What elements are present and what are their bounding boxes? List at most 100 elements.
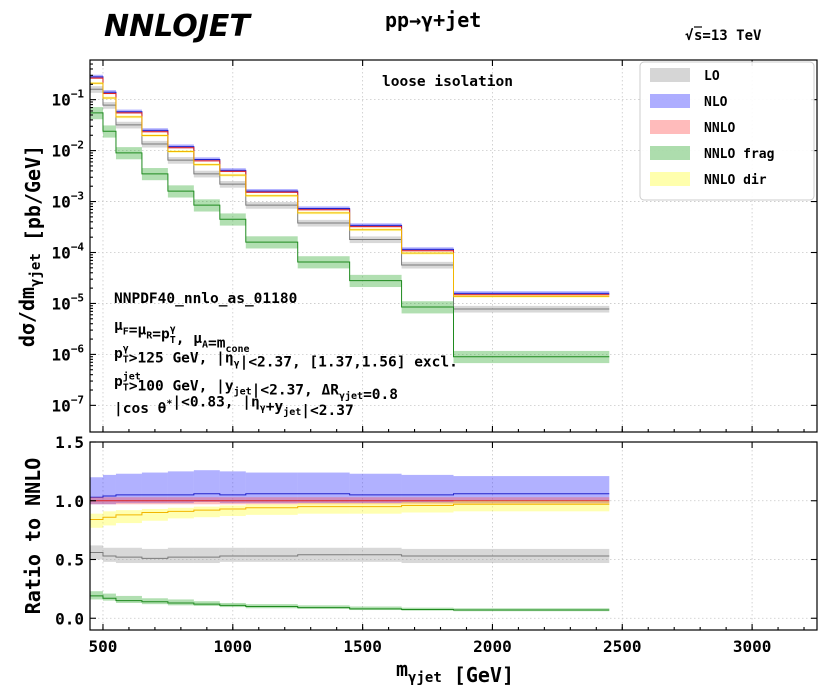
ratio-series-nnlo-frag: [90, 591, 610, 612]
ratio-y-axis-label: Ratio to NNLO: [21, 458, 45, 615]
legend-box: [639, 61, 815, 201]
ratio-ytick-label: 0.5: [55, 551, 84, 570]
lo-ratio-band-bin: [219, 547, 246, 562]
legend-label-nnlo-frag: NNLO frag: [704, 147, 774, 162]
ratio-xtick-label: 3000: [733, 637, 772, 656]
nnlo-dir-ratio-band-bin: [115, 510, 142, 524]
ratio-panel-frame: [89, 441, 818, 631]
main-panel-frame: [89, 59, 818, 433]
pdf-label: NNPDF40_nnlo_as_01180: [114, 291, 297, 307]
main-panel-gridlines: [90, 60, 817, 432]
scale-choice: μF=μR=pγ T, μA=mcone: [114, 318, 250, 355]
ratio-panel-series: [90, 470, 610, 612]
nnlo-dir-ratio-band-bin: [401, 501, 454, 513]
legend-swatch-nlo: [650, 94, 690, 108]
lo-ratio-line: [90, 551, 610, 559]
legend-label-lo: LO: [704, 69, 720, 84]
nlo-ratio-band-bin: [453, 476, 610, 504]
main-ytick-label: 10−1: [51, 88, 84, 110]
legend-swatch-nnlo-dir: [650, 172, 690, 186]
ratio-series-lo: [90, 545, 610, 564]
lo-ratio-band-bin: [193, 547, 220, 564]
nlo-ratio-band-bin: [245, 472, 298, 504]
nnlo-frag-ratio-line: [90, 595, 610, 611]
nnlo-dir-ratio-band-bin: [90, 513, 103, 528]
nnlo-dir-ratio-band-bin: [453, 500, 610, 512]
ratio-xtick-label: 500: [89, 637, 118, 656]
nnlo-dir-ratio-band-bin: [349, 503, 402, 514]
nnlo-dir-ratio-band-bin: [141, 508, 168, 521]
legend-swatch-nnlo: [650, 120, 690, 134]
main-ytick-label: 10−5: [51, 291, 84, 313]
series-nnlo-dir: [90, 81, 610, 298]
nlo-ratio-band-bin: [219, 471, 246, 504]
main-ytick-label: 10−2: [51, 139, 84, 161]
legend-swatch-nnlo-frag: [650, 146, 690, 160]
nnlo-dir-ratio-band-bin: [219, 505, 246, 517]
nlo-ratio-band-bin: [115, 473, 142, 504]
nlo-ratio-band-bin: [102, 474, 116, 505]
cuts-info-block: NNPDF40_nnlo_as_01180 μF=μR=pγ T, μA=mcon…: [114, 291, 458, 419]
nnlo-frag-ratio-band-bin: [349, 606, 402, 611]
legend-swatch-lo: [650, 68, 690, 82]
sqrt-s-value: s=13 TeV: [694, 28, 762, 44]
photon-cuts: pγ T>125 GeV, |ηγ|<2.37, [1.37,1.56] excl…: [114, 343, 458, 370]
ratio-series-nlo: [90, 470, 610, 505]
legend-label-nnlo-dir: NNLO dir: [704, 173, 767, 188]
nlo-ratio-band-bin: [193, 470, 220, 502]
main-ytick-label: 10−4: [51, 241, 84, 263]
lo-ratio-band-bin: [141, 548, 168, 564]
main-ytick-label: 10−3: [51, 190, 84, 212]
nlo-ratio-band-bin: [401, 474, 454, 504]
nnlo-frag-ratio-band-bin: [297, 605, 350, 609]
nlo-ratio-band-bin: [141, 472, 168, 504]
ratio-ytick-label: 1.5: [55, 433, 84, 452]
nlo-ratio-band-bin: [349, 473, 402, 504]
sqrt-symbol: √: [685, 28, 694, 44]
nlo-ratio-line: [90, 493, 610, 498]
nnlo-dir-ratio-band-bin: [167, 507, 194, 519]
main-y-axis-label: dσ/dmγjet [pb/GeV]: [15, 145, 45, 347]
ratio-panel-ticks: 500 1000 1500 2000 2500 3000 0.0 0.5 1.0 1.5: [55, 433, 817, 656]
nnlo-frag-line: [90, 112, 610, 358]
nnlo-frag-ratio-band-bin: [115, 595, 142, 603]
nnlo-dir-ratio-band-bin: [297, 503, 350, 514]
main-ytick-label: 10−6: [51, 342, 84, 364]
lo-ratio-band-bin: [245, 547, 298, 562]
nnlo-dir-line: [90, 82, 610, 297]
ratio-xtick-label: 1500: [343, 637, 382, 656]
nnlo-dir-ratio-line: [90, 503, 610, 521]
ratio-series-nnlo: [90, 497, 610, 505]
legend-label-nlo: NLO: [704, 95, 728, 110]
angle-cuts: |cos θ*|<0.83, |ηγ+yjet|<2.37: [114, 394, 354, 419]
nlo-ratio-band-bin: [297, 472, 350, 504]
legend-label-nnlo: NNLO: [704, 121, 735, 136]
series-nnlo-frag: [90, 107, 610, 364]
ratio-series-nnlo-dir: [90, 500, 610, 528]
main-panel-ticks: 10−7 10−6 10−5 10−4 10−3 10−2 10−1: [51, 60, 817, 432]
ratio-xtick-label: 2500: [603, 637, 642, 656]
nnlo-dir-ratio-band-bin: [193, 506, 220, 518]
ratio-ytick-label: 1.0: [55, 492, 84, 511]
nnlo-frag-ratio-band-bin: [90, 591, 103, 600]
jet-cuts: pjet T>100 GeV, |yjet|<2.37, ΔRγjet=0.8: [114, 370, 398, 403]
main-panel-series: [90, 74, 610, 364]
nlo-ratio-band-bin: [167, 471, 194, 504]
lo-ratio-band-bin: [102, 547, 116, 562]
main-ytick-label: 10−7: [51, 393, 84, 415]
nnlo-frag-ratio-band-bin: [141, 598, 168, 605]
x-axis-label: mγjet [GeV]: [396, 657, 514, 687]
ratio-ytick-label: 0.0: [55, 609, 84, 628]
sqrt-s-label: √ s=13 TeV: [685, 26, 762, 44]
process-title: pp→γ+jet: [385, 8, 481, 32]
legend: LO NLO NNLO NNLO frag NNLO dir: [639, 61, 815, 201]
nnlo-dir-ratio-band-bin: [102, 511, 116, 526]
ratio-xtick-label: 1000: [214, 637, 253, 656]
lo-ratio-band-bin: [115, 547, 142, 564]
nnlo-frag-ratio-band-bin: [102, 593, 116, 601]
ratio-xtick-label: 2000: [473, 637, 512, 656]
nnlo-frag-ratio-band-bin: [167, 599, 194, 606]
nnlojet-logo: NNLOJET: [104, 9, 252, 44]
nnlo-frag-ratio-band-bin: [193, 601, 220, 606]
